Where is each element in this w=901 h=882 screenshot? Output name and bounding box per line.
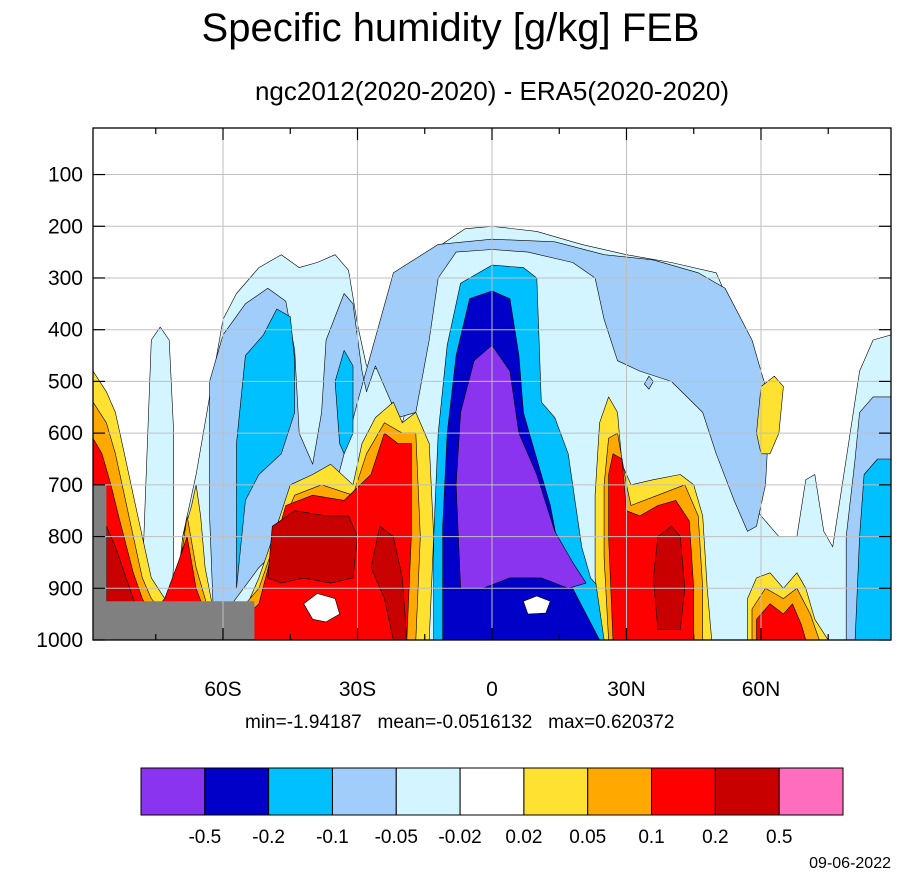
colorbar-swatch-6 xyxy=(523,767,589,816)
colorbar-label-3: -0.05 xyxy=(375,827,418,848)
y-tick-label-7: 800 xyxy=(48,526,83,549)
y-tick-label-4: 500 xyxy=(48,370,83,393)
colorbar-swatch-0 xyxy=(140,767,206,816)
contour-region-25 xyxy=(303,593,340,623)
contour-region-14 xyxy=(756,375,784,455)
colorbar-label-6: 0.05 xyxy=(569,827,606,848)
contour-region-10 xyxy=(455,344,587,589)
contour-region-23 xyxy=(370,525,408,640)
colorbar-label-2: -0.1 xyxy=(316,827,349,848)
x-axis-labels: 60S 30S 0 30N 60N xyxy=(204,678,780,701)
x-tick-label-1: 30S xyxy=(339,678,376,701)
y-tick-label-6: 700 xyxy=(48,474,83,497)
contour-region-3 xyxy=(209,238,771,631)
y-tick-label-9: 1000 xyxy=(36,629,83,652)
colorbar-swatch-1 xyxy=(204,767,270,816)
y-tick-label-5: 600 xyxy=(48,422,83,445)
y-tick-label-3: 400 xyxy=(48,319,83,342)
colorbar-label-0: -0.5 xyxy=(188,827,221,848)
colorbar-label-5: 0.02 xyxy=(505,827,542,848)
y-tick-label-1: 200 xyxy=(48,215,83,238)
colorbar-label-8: 0.2 xyxy=(702,827,728,848)
contour-region-22 xyxy=(267,510,358,584)
colorbar-label-9: 0.5 xyxy=(766,827,792,848)
masked-region-0 xyxy=(93,484,255,640)
contour-region-5 xyxy=(236,308,296,589)
colorbar-swatch-7 xyxy=(587,767,653,816)
colorbar-swatch-4 xyxy=(395,767,461,816)
x-tick-label-4: 60N xyxy=(742,678,781,701)
date-stamp: 09-06-2022 xyxy=(809,855,891,872)
colorbar-label-4: -0.02 xyxy=(438,827,481,848)
colorbar-swatch-10 xyxy=(778,767,844,816)
colorbar-swatch-8 xyxy=(651,767,716,816)
y-tick-label-8: 900 xyxy=(48,577,83,600)
stats-text: min=-1.94187 mean=-0.0516132 max=0.62037… xyxy=(245,712,675,733)
masked-terrain xyxy=(93,484,255,640)
chart-title: Specific humidity [g/kg] FEB xyxy=(201,6,700,50)
colorbar-label-7: 0.1 xyxy=(638,827,664,848)
colorbar-label-1: -0.2 xyxy=(252,827,285,848)
contour-region-26 xyxy=(523,595,551,615)
colorbar-swatch-5 xyxy=(459,767,525,816)
colorbar-swatch-3 xyxy=(331,767,397,816)
axis-ticks xyxy=(93,128,891,641)
colorbar-swatch-9 xyxy=(714,767,780,816)
contour-region-20 xyxy=(756,603,807,640)
x-tick-label-2: 0 xyxy=(486,678,498,701)
grid-lines xyxy=(93,128,891,641)
chart-subtitle: ngc2012(2020-2020) - ERA5(2020-2020) xyxy=(254,76,730,106)
colorbar-swatch-2 xyxy=(268,767,333,816)
colorbar: -0.5 -0.2 -0.1 -0.05 -0.02 0.02 0.05 0.1 0.2 0.5 xyxy=(140,767,844,848)
y-axis-labels: 100 200 300 400 500 600 700 800 900 1000 xyxy=(36,164,83,652)
x-tick-label-0: 60S xyxy=(204,678,241,701)
y-tick-label-2: 300 xyxy=(48,267,83,290)
contour-region-24 xyxy=(653,525,686,631)
x-tick-label-3: 30N xyxy=(607,678,646,701)
y-tick-label-0: 100 xyxy=(48,164,83,187)
